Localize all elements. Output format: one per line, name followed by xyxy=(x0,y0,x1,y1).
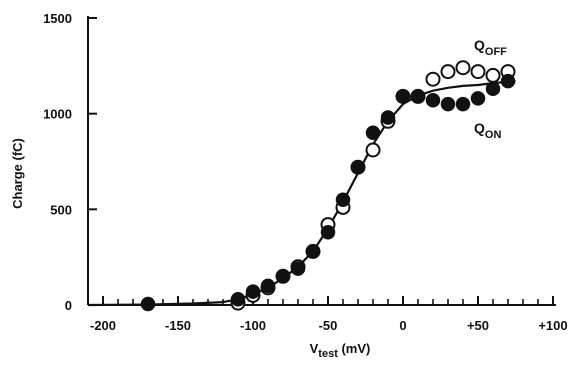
q-on-point xyxy=(275,269,291,284)
q-off-point xyxy=(485,67,501,83)
q-on-point xyxy=(335,192,351,208)
q-on-point xyxy=(440,96,456,112)
q-off-point xyxy=(440,64,456,80)
axes-layer: 0 500 1000 1500 -200 -150 -100 -50 0 +50 +100 xyxy=(43,11,568,333)
q-off-point xyxy=(365,142,381,158)
q-off-label-sub: OFF xyxy=(485,46,507,58)
q-off-point xyxy=(455,60,471,76)
q-on-point xyxy=(350,159,366,175)
q-on-point xyxy=(485,81,501,97)
x-tick-label: 0 xyxy=(399,318,406,333)
q-on-point xyxy=(140,296,156,312)
y-tick-label: 500 xyxy=(50,202,72,217)
x-tick-label: -100 xyxy=(240,318,266,333)
q-on-point xyxy=(425,93,441,108)
x-tick-label: -200 xyxy=(90,318,116,333)
q-on-label-sub: ON xyxy=(485,129,502,141)
x-tick-label: -150 xyxy=(165,318,191,333)
x-tick-label: +100 xyxy=(538,318,567,333)
q-on-point xyxy=(290,261,306,276)
q-off-point xyxy=(470,64,486,80)
q-off-point xyxy=(425,71,441,87)
y-axis-title: Charge (fC) xyxy=(10,138,25,209)
series-on xyxy=(140,73,516,312)
q-on-point xyxy=(380,110,396,125)
q-on-point xyxy=(365,125,381,141)
q-off-label-main: Q xyxy=(474,37,485,53)
x-tick-label: +50 xyxy=(467,318,489,333)
x-axis-title: Vtest (mV) xyxy=(310,341,371,360)
q-on-point xyxy=(245,284,261,299)
q-on-point xyxy=(230,292,246,307)
x-axis-title-sub: test xyxy=(318,348,338,360)
y-tick-label: 1000 xyxy=(43,107,72,122)
q-on-point xyxy=(470,91,486,106)
x-axis-title-main: V xyxy=(310,341,319,356)
y-tick-label: 0 xyxy=(65,298,72,313)
q-on-label: QON xyxy=(474,120,501,141)
y-tick-label: 1500 xyxy=(43,11,72,26)
data-points-layer xyxy=(140,60,516,312)
x-tick-label: -50 xyxy=(319,318,338,333)
q-on-point xyxy=(305,244,321,259)
q-on-label-main: Q xyxy=(474,120,485,136)
q-on-point xyxy=(500,73,516,89)
q-on-point xyxy=(320,225,336,240)
q-off-label: QOFF xyxy=(474,37,507,58)
q-on-point xyxy=(410,89,426,104)
q-on-point xyxy=(455,96,471,112)
x-axis-title-unit: (mV) xyxy=(338,341,371,356)
q-on-point xyxy=(260,278,276,294)
q-on-point xyxy=(395,89,411,104)
